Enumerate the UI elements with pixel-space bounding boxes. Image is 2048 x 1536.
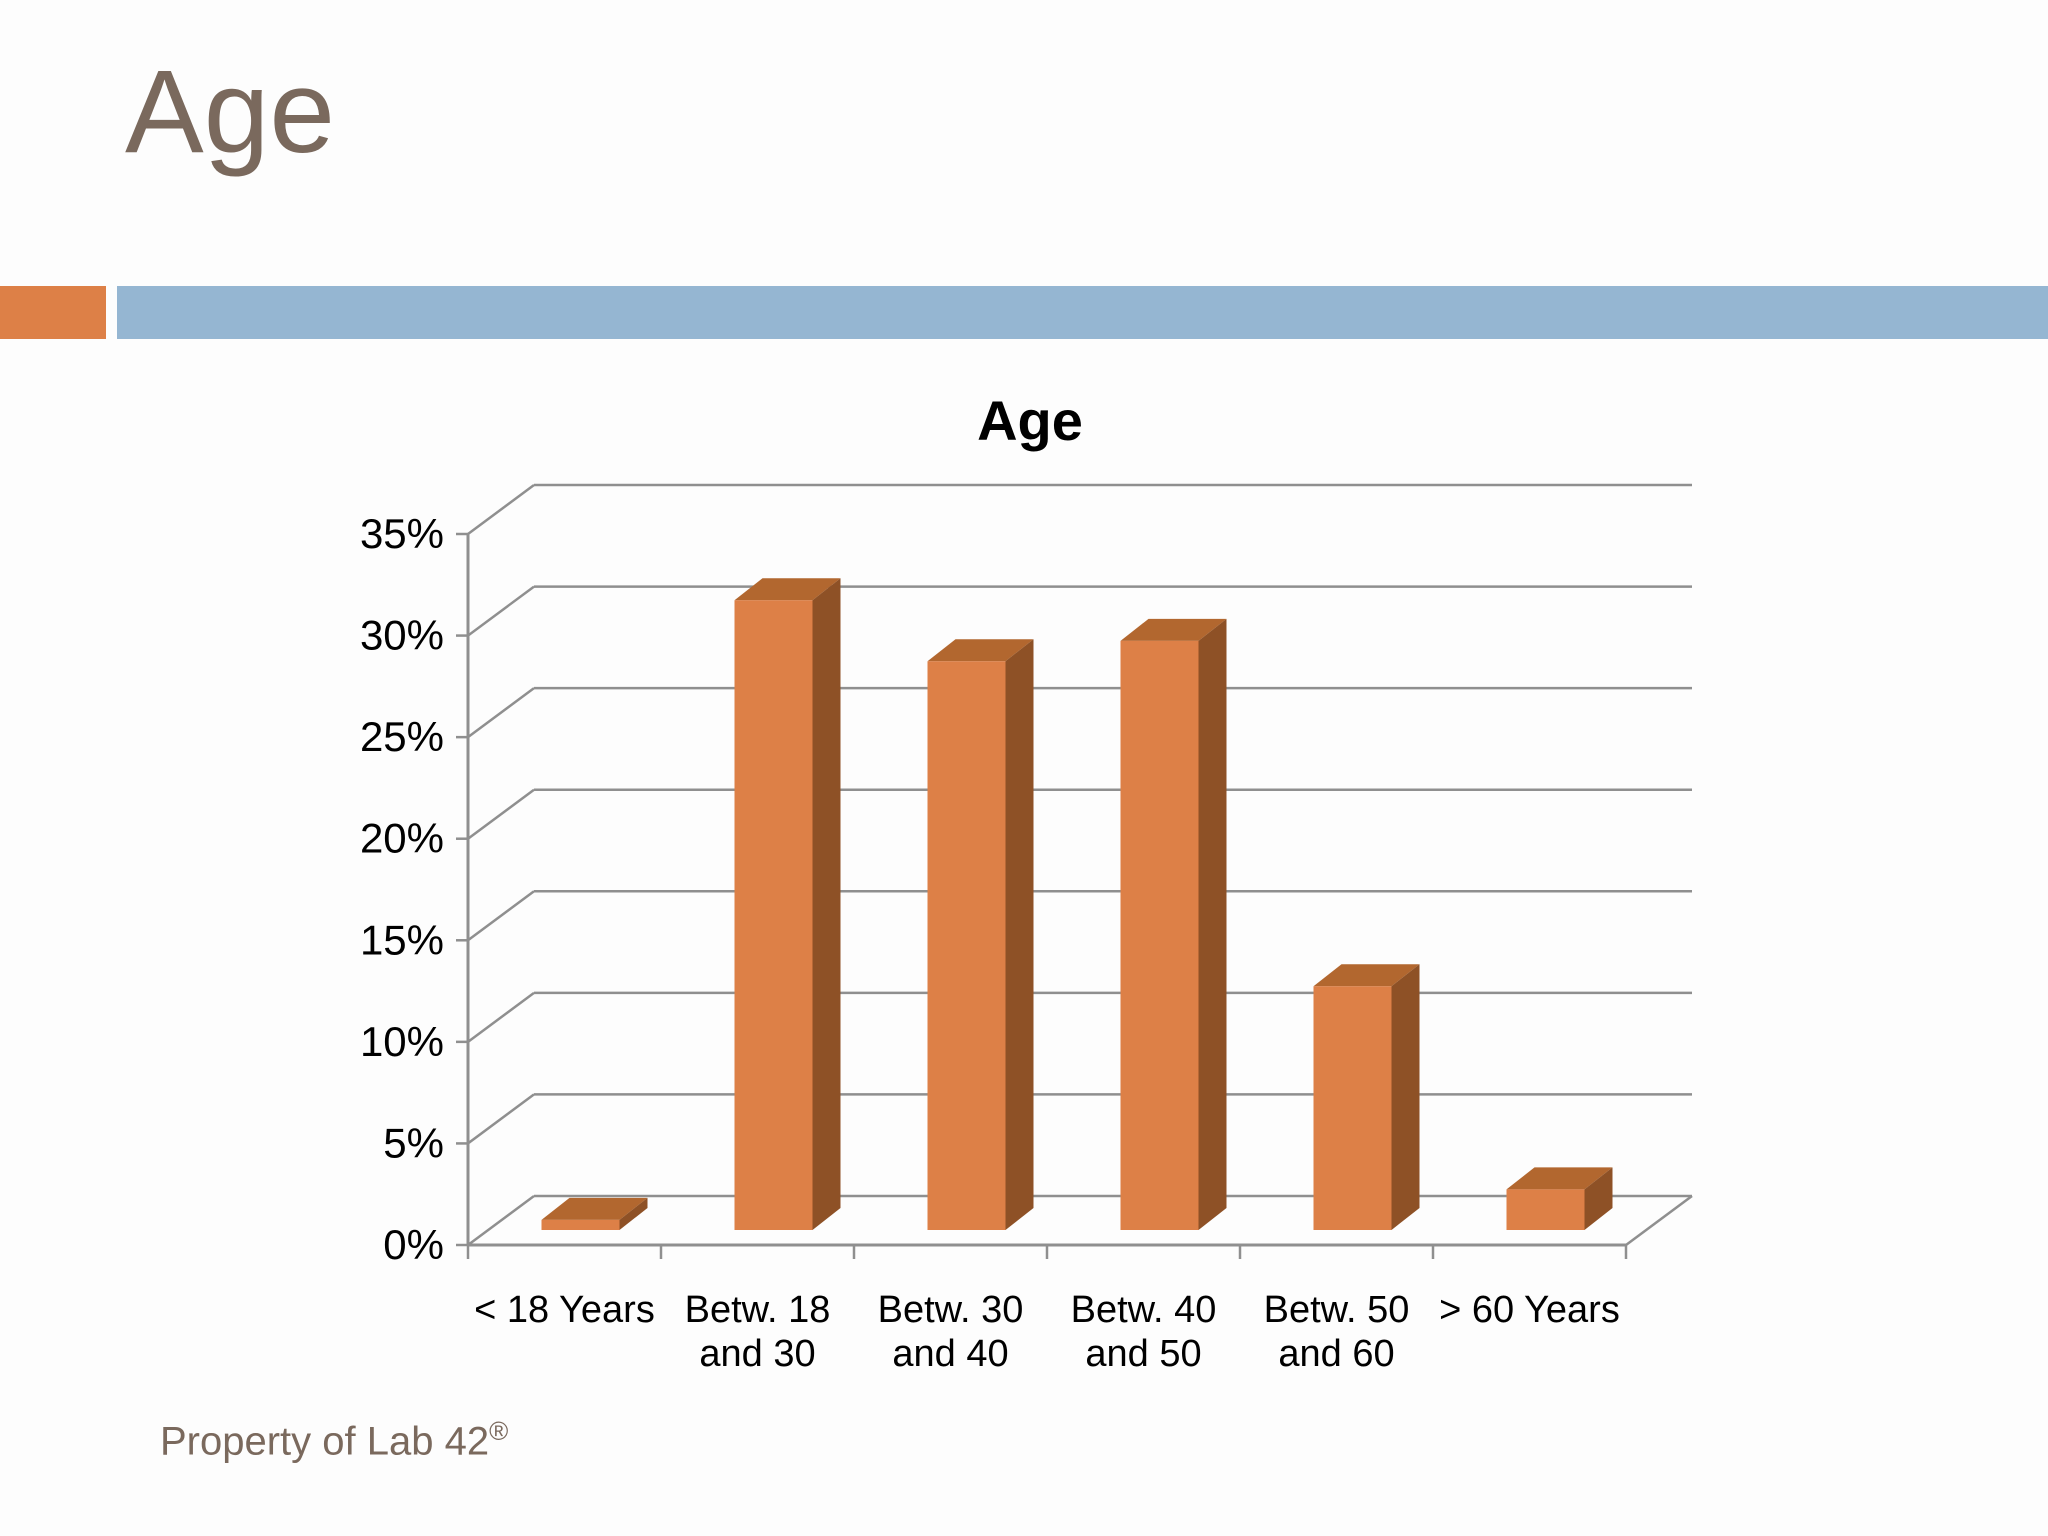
registered-trademark-symbol: ® xyxy=(489,1416,509,1446)
y-tick-label: 5% xyxy=(383,1119,444,1166)
bar-top-1 xyxy=(734,578,841,601)
floor-right-edge xyxy=(1625,1194,1693,1247)
category-label: and 30 xyxy=(699,1333,815,1375)
orange-accent-square xyxy=(0,286,106,339)
bar--60-years xyxy=(1506,1189,1585,1230)
chart-title: Age xyxy=(977,389,1083,452)
left-wall-gridline xyxy=(467,1093,535,1145)
y-tick-label: 30% xyxy=(360,612,444,659)
bar-betw-30-and-40 xyxy=(927,661,1006,1230)
bar-side-0 xyxy=(619,1197,648,1230)
y-tick-label: 10% xyxy=(360,1018,444,1065)
y-tick-label: 25% xyxy=(360,713,444,760)
bar--18-years xyxy=(541,1219,620,1230)
category-label: and 50 xyxy=(1085,1333,1201,1375)
left-wall-gridline xyxy=(467,991,535,1043)
category-label: Betw. 18 xyxy=(685,1289,831,1331)
bar-side-2 xyxy=(1005,639,1034,1230)
y-tick-label: 0% xyxy=(383,1221,444,1268)
left-wall-gridline xyxy=(467,585,535,637)
bar-side-5 xyxy=(1584,1167,1613,1230)
y-tick-label: 15% xyxy=(360,916,444,963)
left-wall-gridline xyxy=(467,788,535,840)
bar-top-4 xyxy=(1313,964,1420,987)
y-tick-label: 35% xyxy=(360,510,444,557)
footer-attribution: Property of Lab 42® xyxy=(160,1416,508,1464)
bar-side-1 xyxy=(812,578,841,1230)
category-label: and 40 xyxy=(892,1333,1008,1375)
chart-gridlines xyxy=(456,483,1693,1259)
bar-side-4 xyxy=(1391,964,1420,1230)
bar-top-0 xyxy=(541,1197,648,1220)
y-tick-label: 20% xyxy=(360,815,444,862)
category-label: Betw. 40 xyxy=(1071,1289,1217,1331)
chart-bars xyxy=(541,578,1613,1230)
bar-top-5 xyxy=(1506,1167,1613,1190)
bar-side-3 xyxy=(1198,618,1227,1230)
category-label: < 18 Years xyxy=(474,1289,655,1331)
slide-title: Age xyxy=(125,46,335,178)
bar-betw-18-and-30 xyxy=(734,600,813,1230)
category-label: and 60 xyxy=(1278,1333,1394,1375)
footer-text: Property of Lab 42 xyxy=(160,1419,490,1464)
bar-top-3 xyxy=(1120,618,1227,641)
left-wall-gridline xyxy=(467,1194,535,1247)
blue-accent-band xyxy=(117,286,2048,339)
bar-betw-40-and-50 xyxy=(1120,640,1199,1230)
left-wall-gridline xyxy=(467,483,535,536)
category-label: > 60 Years xyxy=(1439,1289,1620,1331)
bar-top-2 xyxy=(927,639,1034,662)
category-label: Betw. 50 xyxy=(1264,1289,1410,1331)
category-label: Betw. 30 xyxy=(878,1289,1024,1331)
y-axis-tick-labels: 0% 5% 10% 15% 20% 25% 30% 35% xyxy=(360,510,444,1268)
bar-betw-50-and-60 xyxy=(1313,986,1392,1230)
left-wall-gridline xyxy=(467,890,535,942)
left-wall-gridline xyxy=(467,687,535,739)
